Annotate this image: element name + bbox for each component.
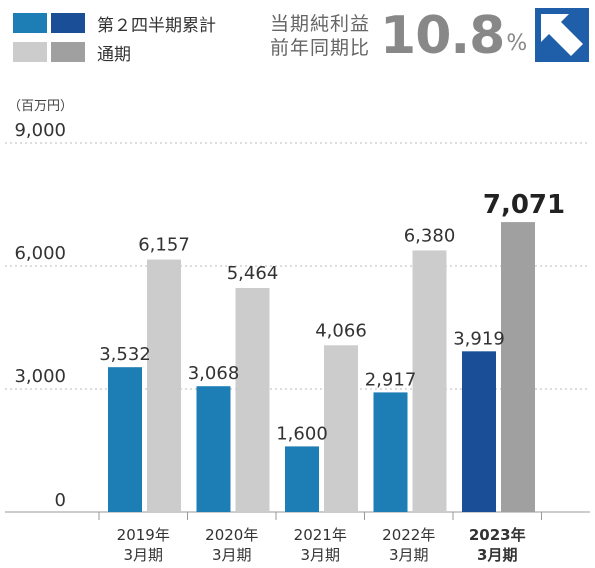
x-tick-label: 3月期: [389, 546, 429, 564]
data-label-q2: 1,600: [276, 423, 328, 444]
headline-label-line2: 前年同期比: [270, 37, 371, 59]
legend-item-q2: 第２四半期累計: [13, 10, 216, 36]
x-tick-label: 3月期: [123, 546, 163, 564]
y-axis-unit-label: （百万円）: [8, 99, 73, 114]
legend-swatch-full-highlight: [51, 42, 85, 62]
headline-unit: %: [506, 31, 528, 56]
x-tick-label: 2019年: [117, 526, 170, 544]
legend-swatch-q2-highlight: [51, 13, 85, 33]
x-tick-label: 2021年: [294, 526, 347, 544]
data-label-q2: 3,532: [99, 344, 151, 365]
legend-swatch-full: [13, 42, 47, 62]
arrow-glyph: [541, 14, 583, 56]
bar-full: [324, 345, 358, 512]
data-label-full: 5,464: [227, 263, 279, 284]
y-tick-label: 3,000: [14, 366, 66, 387]
bar-q2: [462, 351, 496, 512]
bar-full: [235, 287, 270, 512]
data-label-q2: 3,919: [453, 328, 505, 349]
bar-full: [147, 259, 181, 512]
legend-swatch-q2: [13, 13, 47, 33]
net-income-growth: 当期純利益 前年同期比 10.8 %: [270, 6, 527, 66]
bar-q2: [196, 386, 231, 512]
x-tick-label: 2023年: [469, 526, 526, 544]
x-tick-label: 3月期: [477, 546, 517, 564]
data-label-full-highlight: 7,071: [483, 190, 565, 220]
y-tick-label: 0: [55, 490, 66, 511]
data-label-full: 6,380: [404, 225, 456, 246]
bar-q2: [373, 392, 408, 512]
headline-label: 当期純利益 前年同期比: [270, 12, 370, 60]
headline-value: 10.8: [380, 6, 505, 66]
legend-label-q2: 第２四半期累計: [97, 15, 216, 36]
bar-full: [412, 250, 447, 513]
headline-label-line1: 当期純利益: [270, 13, 371, 35]
data-label-q2: 2,917: [365, 369, 417, 390]
y-tick-label: 6,000: [14, 243, 66, 264]
data-label-full: 6,157: [138, 235, 190, 256]
bar-q2: [285, 446, 319, 512]
x-tick-label: 3月期: [212, 546, 252, 564]
x-tick-label: 3月期: [300, 546, 340, 564]
y-tick-label: 9,000: [14, 120, 66, 141]
legend-item-full: 通期: [13, 39, 216, 65]
data-label-full: 4,066: [315, 320, 367, 341]
x-tick-label: 2020年: [205, 526, 258, 544]
legend-label-full: 通期: [97, 44, 131, 65]
legend: 第２四半期累計 通期: [13, 10, 216, 68]
bar-full: [501, 222, 535, 513]
x-tick-label: 2022年: [382, 526, 435, 544]
up-left-arrow-icon: [535, 8, 589, 62]
data-label-q2: 3,068: [188, 363, 240, 384]
bar-q2: [108, 367, 142, 512]
